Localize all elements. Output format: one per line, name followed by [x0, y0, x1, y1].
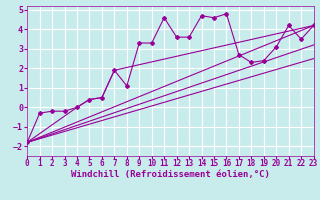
X-axis label: Windchill (Refroidissement éolien,°C): Windchill (Refroidissement éolien,°C) [71, 170, 270, 179]
